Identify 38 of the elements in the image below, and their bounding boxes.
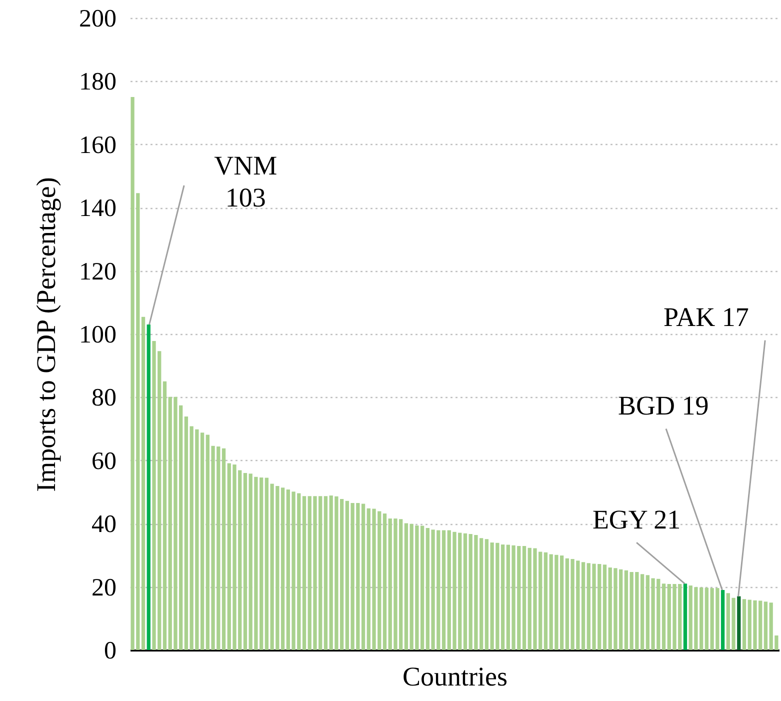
bar: [141, 316, 146, 650]
annotation: EGY 21: [592, 504, 681, 534]
bar: [720, 590, 725, 650]
annotation: BGD 19: [618, 390, 709, 421]
bar: [683, 584, 688, 650]
y-tick-label: 100: [79, 322, 116, 348]
bar: [764, 602, 768, 650]
annotation: VNM 103: [214, 150, 278, 213]
bar: [382, 513, 387, 650]
bar: [522, 546, 526, 650]
bar: [243, 473, 248, 650]
y-tick-label: 120: [79, 258, 116, 286]
y-tick-label: 140: [79, 195, 116, 222]
bar: [742, 599, 746, 650]
bar: [162, 381, 167, 650]
y-tick-label: 60: [92, 448, 116, 475]
bar: [602, 564, 607, 650]
bar: [581, 562, 586, 650]
bar: [463, 533, 468, 650]
bar: [146, 324, 150, 650]
bar: [737, 596, 741, 650]
bar: [361, 504, 366, 650]
y-tick-label: 180: [79, 68, 116, 96]
bar: [544, 552, 548, 650]
y-tick-label: 0: [104, 638, 116, 664]
y-tick-label: 80: [92, 384, 116, 412]
bar: [302, 496, 306, 650]
y-tick-label: 20: [92, 574, 116, 602]
y-tick-label: 40: [92, 511, 116, 538]
y-axis-title: Imports to GDP (Percentage): [31, 177, 61, 492]
y-tick-label: 200: [79, 6, 116, 32]
bar: [222, 448, 226, 650]
bar: [662, 584, 666, 650]
x-axis-title: Countries: [402, 662, 508, 692]
bar: [442, 530, 446, 650]
annotation: PAK 17: [664, 302, 749, 332]
bar: [324, 496, 328, 650]
y-tick-label: 160: [79, 132, 116, 159]
